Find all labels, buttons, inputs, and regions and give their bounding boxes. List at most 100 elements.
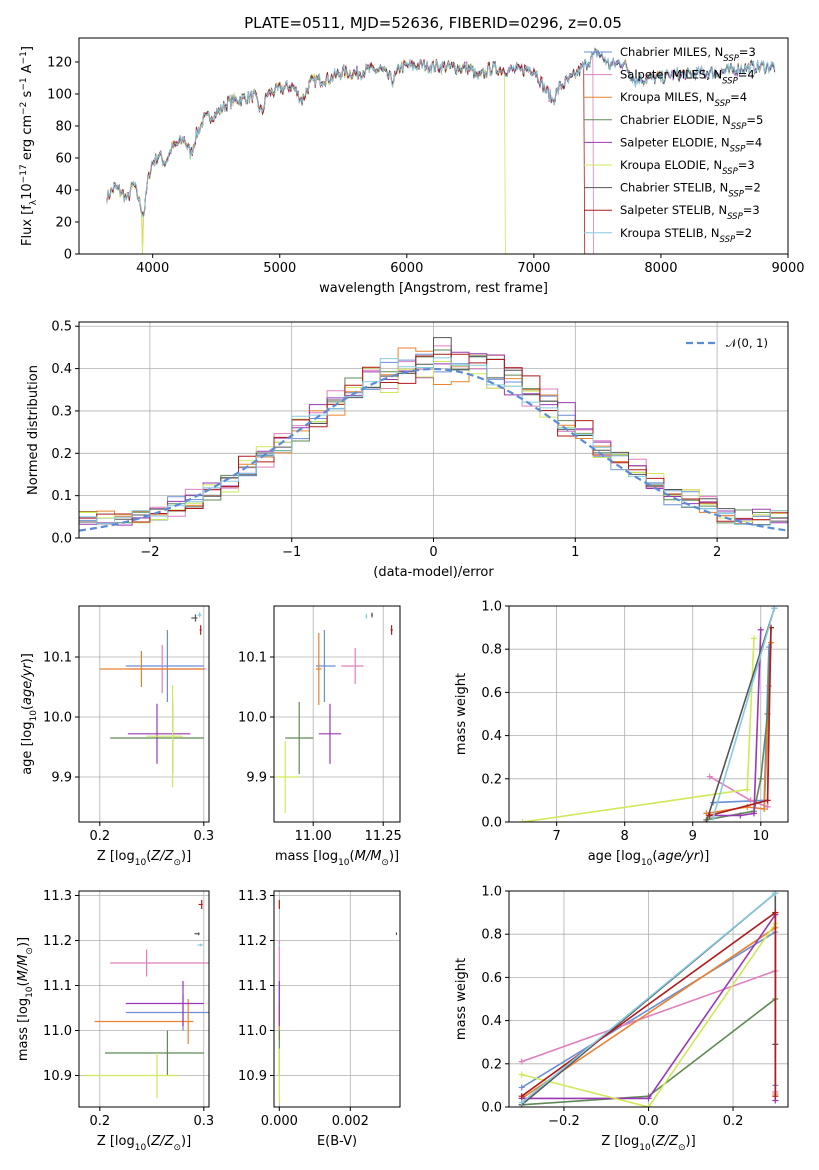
data-point-marker (703, 819, 710, 822)
y-tick-label: 11.0 (238, 1024, 267, 1039)
data-point-marker (518, 1071, 525, 1078)
legend-entry: 𝒩(0, 1) (726, 336, 768, 350)
axes-mass_vs_ebv: 0.000 0.002 10.9 11.0 11.1 11.2 11.3 E(B-V) (238, 889, 401, 1149)
y-tick-label: 11.2 (43, 934, 72, 949)
label-part: )] (686, 1134, 696, 1149)
label-part: A (20, 64, 35, 77)
data-point-marker (645, 1095, 652, 1102)
legend-entry: Chabrier STELIB, NSSP=2 (620, 181, 761, 200)
spectrum-line-9 (106, 48, 776, 219)
mass-weight-line-3 (706, 642, 772, 815)
label-part: ( (16, 981, 31, 986)
data-point-marker (750, 635, 757, 642)
legend-text: =3 (738, 158, 755, 172)
mass-weight-line-7 (705, 607, 776, 822)
y-tick-label: 0.6 (481, 686, 502, 701)
x-tick-label: 0.2 (89, 829, 110, 844)
y-axis-label: mass [log10(M/M⊙)] (16, 937, 35, 1061)
data-point-marker (747, 797, 754, 804)
x-tick-label: 1 (571, 545, 579, 560)
label-part: Z/Z (150, 849, 174, 864)
label-part: mass [log (16, 998, 31, 1061)
data-point-marker (764, 803, 771, 810)
axes-residuals: −2 −1 0 1 2 0.0 0.1 0.2 0.3 0.4 0.5 (data-model)/er… (26, 320, 789, 580)
y-tick-label: 1.0 (481, 600, 502, 615)
mass-weight-line-8 (709, 627, 772, 817)
y-tick-label: 0.0 (481, 1101, 502, 1116)
label-part: ⊙ (173, 1143, 181, 1153)
axes-spectrum: 4000 5000 6000 7000 8000 9000 0 20 40 60 80 100 120 w… (19, 37, 805, 296)
label-part: Z/Z (655, 1134, 679, 1149)
x-tick-label: −0.2 (548, 1114, 580, 1129)
x-axis-label: (data-model)/error (373, 565, 494, 580)
axes-massweight_vs_Z: −0.2 0.0 0.2 0.0 0.2 0.4 0.6 0.8 1.0 mass weight Z… (454, 885, 789, 1153)
x-tick-label: 6000 (390, 261, 423, 276)
label-part: s (20, 90, 35, 101)
y-tick-label: 0.2 (481, 1057, 502, 1072)
legend-text: =4 (738, 68, 755, 82)
legend-subscript: SSP (728, 190, 744, 200)
axes-massweight_vs_age: 7 8 9 10 0.0 0.2 0.4 0.6 0.8 1.0 mass weight age [l… (454, 600, 789, 868)
x-axis-label: Z [log10(Z/Z⊙)] (601, 1134, 695, 1153)
legend-text: =4 (745, 135, 762, 149)
y-tick-label: 0.2 (481, 772, 502, 787)
y-tick-label: 11.1 (43, 979, 72, 994)
spectrum-line-2 (106, 51, 594, 254)
x-tick-label: 9000 (771, 261, 804, 276)
label-part: age/yr (20, 662, 35, 705)
data-point-marker (518, 1084, 525, 1091)
legend-subscript: SSP (722, 167, 738, 177)
plot-area-spectrum (106, 46, 776, 254)
label-part: age [log (20, 722, 35, 775)
y-tick-label: 20 (55, 216, 72, 231)
label-part: −1 (19, 51, 29, 64)
label-part: )] (699, 849, 709, 864)
mass-weight-line-2 (709, 685, 770, 809)
legend-text: Chabrier ELODIE, N (620, 113, 731, 127)
legend-text: =2 (735, 226, 752, 240)
y-tick-label: 0.0 (51, 532, 72, 547)
y-tick-label: 0.0 (481, 816, 502, 831)
label-part: Z [log (97, 1134, 135, 1149)
legend-text: Chabrier MILES, N (620, 45, 723, 59)
legend-entry: Chabrier MILES, NSSP=3 (620, 45, 756, 64)
label-part: )] (389, 849, 399, 864)
axes-frame (78, 605, 210, 823)
x-tick-label: 2 (713, 545, 721, 560)
label-part: )] (181, 1134, 191, 1149)
label-part: ⊙ (381, 858, 389, 868)
data-point-marker (772, 1093, 779, 1100)
x-axis-label: E(B-V) (317, 1134, 357, 1149)
axes-frame (273, 890, 401, 1108)
label-part: 10 (25, 986, 35, 998)
y-tick-label: 11.2 (238, 934, 267, 949)
y-tick-label: 0.4 (481, 1014, 502, 1029)
y-tick-label: 1.0 (481, 885, 502, 900)
data-point-marker (710, 814, 717, 821)
label-part: ( (146, 1134, 151, 1149)
mass-weight-line-6 (521, 922, 776, 1107)
data-point-marker (744, 786, 751, 793)
legend-entry: Salpeter ELODIE, NSSP=4 (620, 135, 762, 154)
y-tick-label: 0.4 (481, 729, 502, 744)
label-part: ( (20, 705, 35, 710)
data-point-marker (519, 819, 526, 822)
legend-entry: Salpeter MILES, NSSP=4 (620, 68, 755, 87)
label-part: ( (651, 1134, 656, 1149)
label-part: ] (20, 46, 35, 51)
x-tick-label: −2 (140, 545, 159, 560)
y-tick-label: 9.9 (51, 771, 72, 786)
data-point-marker (750, 810, 757, 817)
legend-text: =2 (744, 181, 761, 195)
x-tick-label: 10 (753, 829, 770, 844)
label-part: −2 (19, 102, 29, 115)
x-tick-label: 0.3 (193, 829, 214, 844)
data-point-marker (518, 1099, 525, 1106)
legend-subscript: SSP (723, 54, 739, 64)
x-axis-label: Z [log10(Z/Z⊙)] (97, 1134, 191, 1153)
label-part: M/M (16, 955, 31, 982)
axes-frame (78, 890, 210, 1108)
x-tick-label: 7000 (517, 261, 550, 276)
